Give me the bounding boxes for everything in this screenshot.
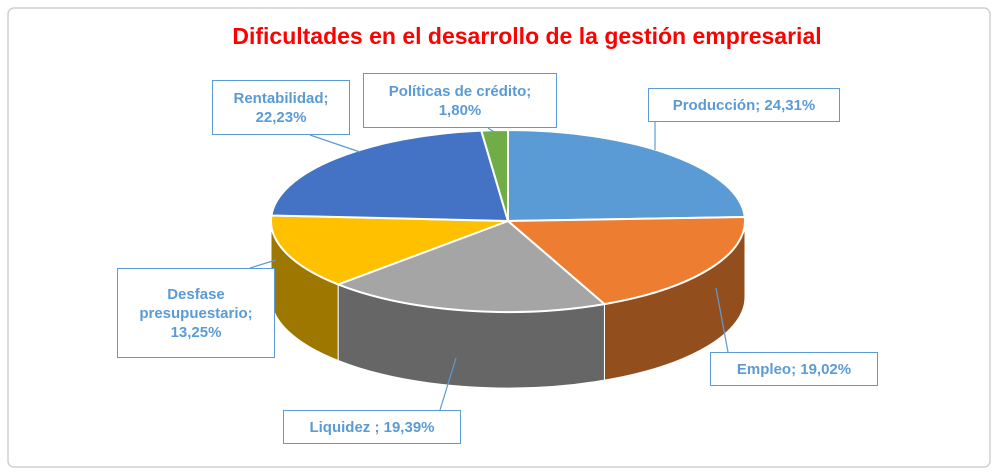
data-label: Producción; 24,31% bbox=[648, 88, 840, 122]
leader-line bbox=[309, 134, 361, 153]
slice bbox=[505, 216, 746, 306]
leader-line bbox=[249, 259, 277, 269]
data-label: Desfase presupuestario; 13,25% bbox=[117, 268, 275, 358]
data-label: Liquidez ; 19,39% bbox=[283, 410, 461, 444]
leader-line bbox=[487, 127, 495, 133]
slice bbox=[507, 128, 746, 223]
slice bbox=[270, 129, 510, 223]
leader-line bbox=[715, 287, 729, 353]
chart-title: Dificultades en el desarrollo de la gest… bbox=[232, 23, 821, 49]
data-label: Políticas de crédito; 1,80% bbox=[363, 73, 557, 128]
data-label: Empleo; 19,02% bbox=[710, 352, 878, 386]
leader-line bbox=[439, 357, 457, 411]
slice bbox=[479, 128, 509, 222]
data-label: Rentabilidad; 22,23% bbox=[212, 80, 350, 135]
slice bbox=[270, 214, 509, 286]
slice bbox=[335, 219, 607, 313]
